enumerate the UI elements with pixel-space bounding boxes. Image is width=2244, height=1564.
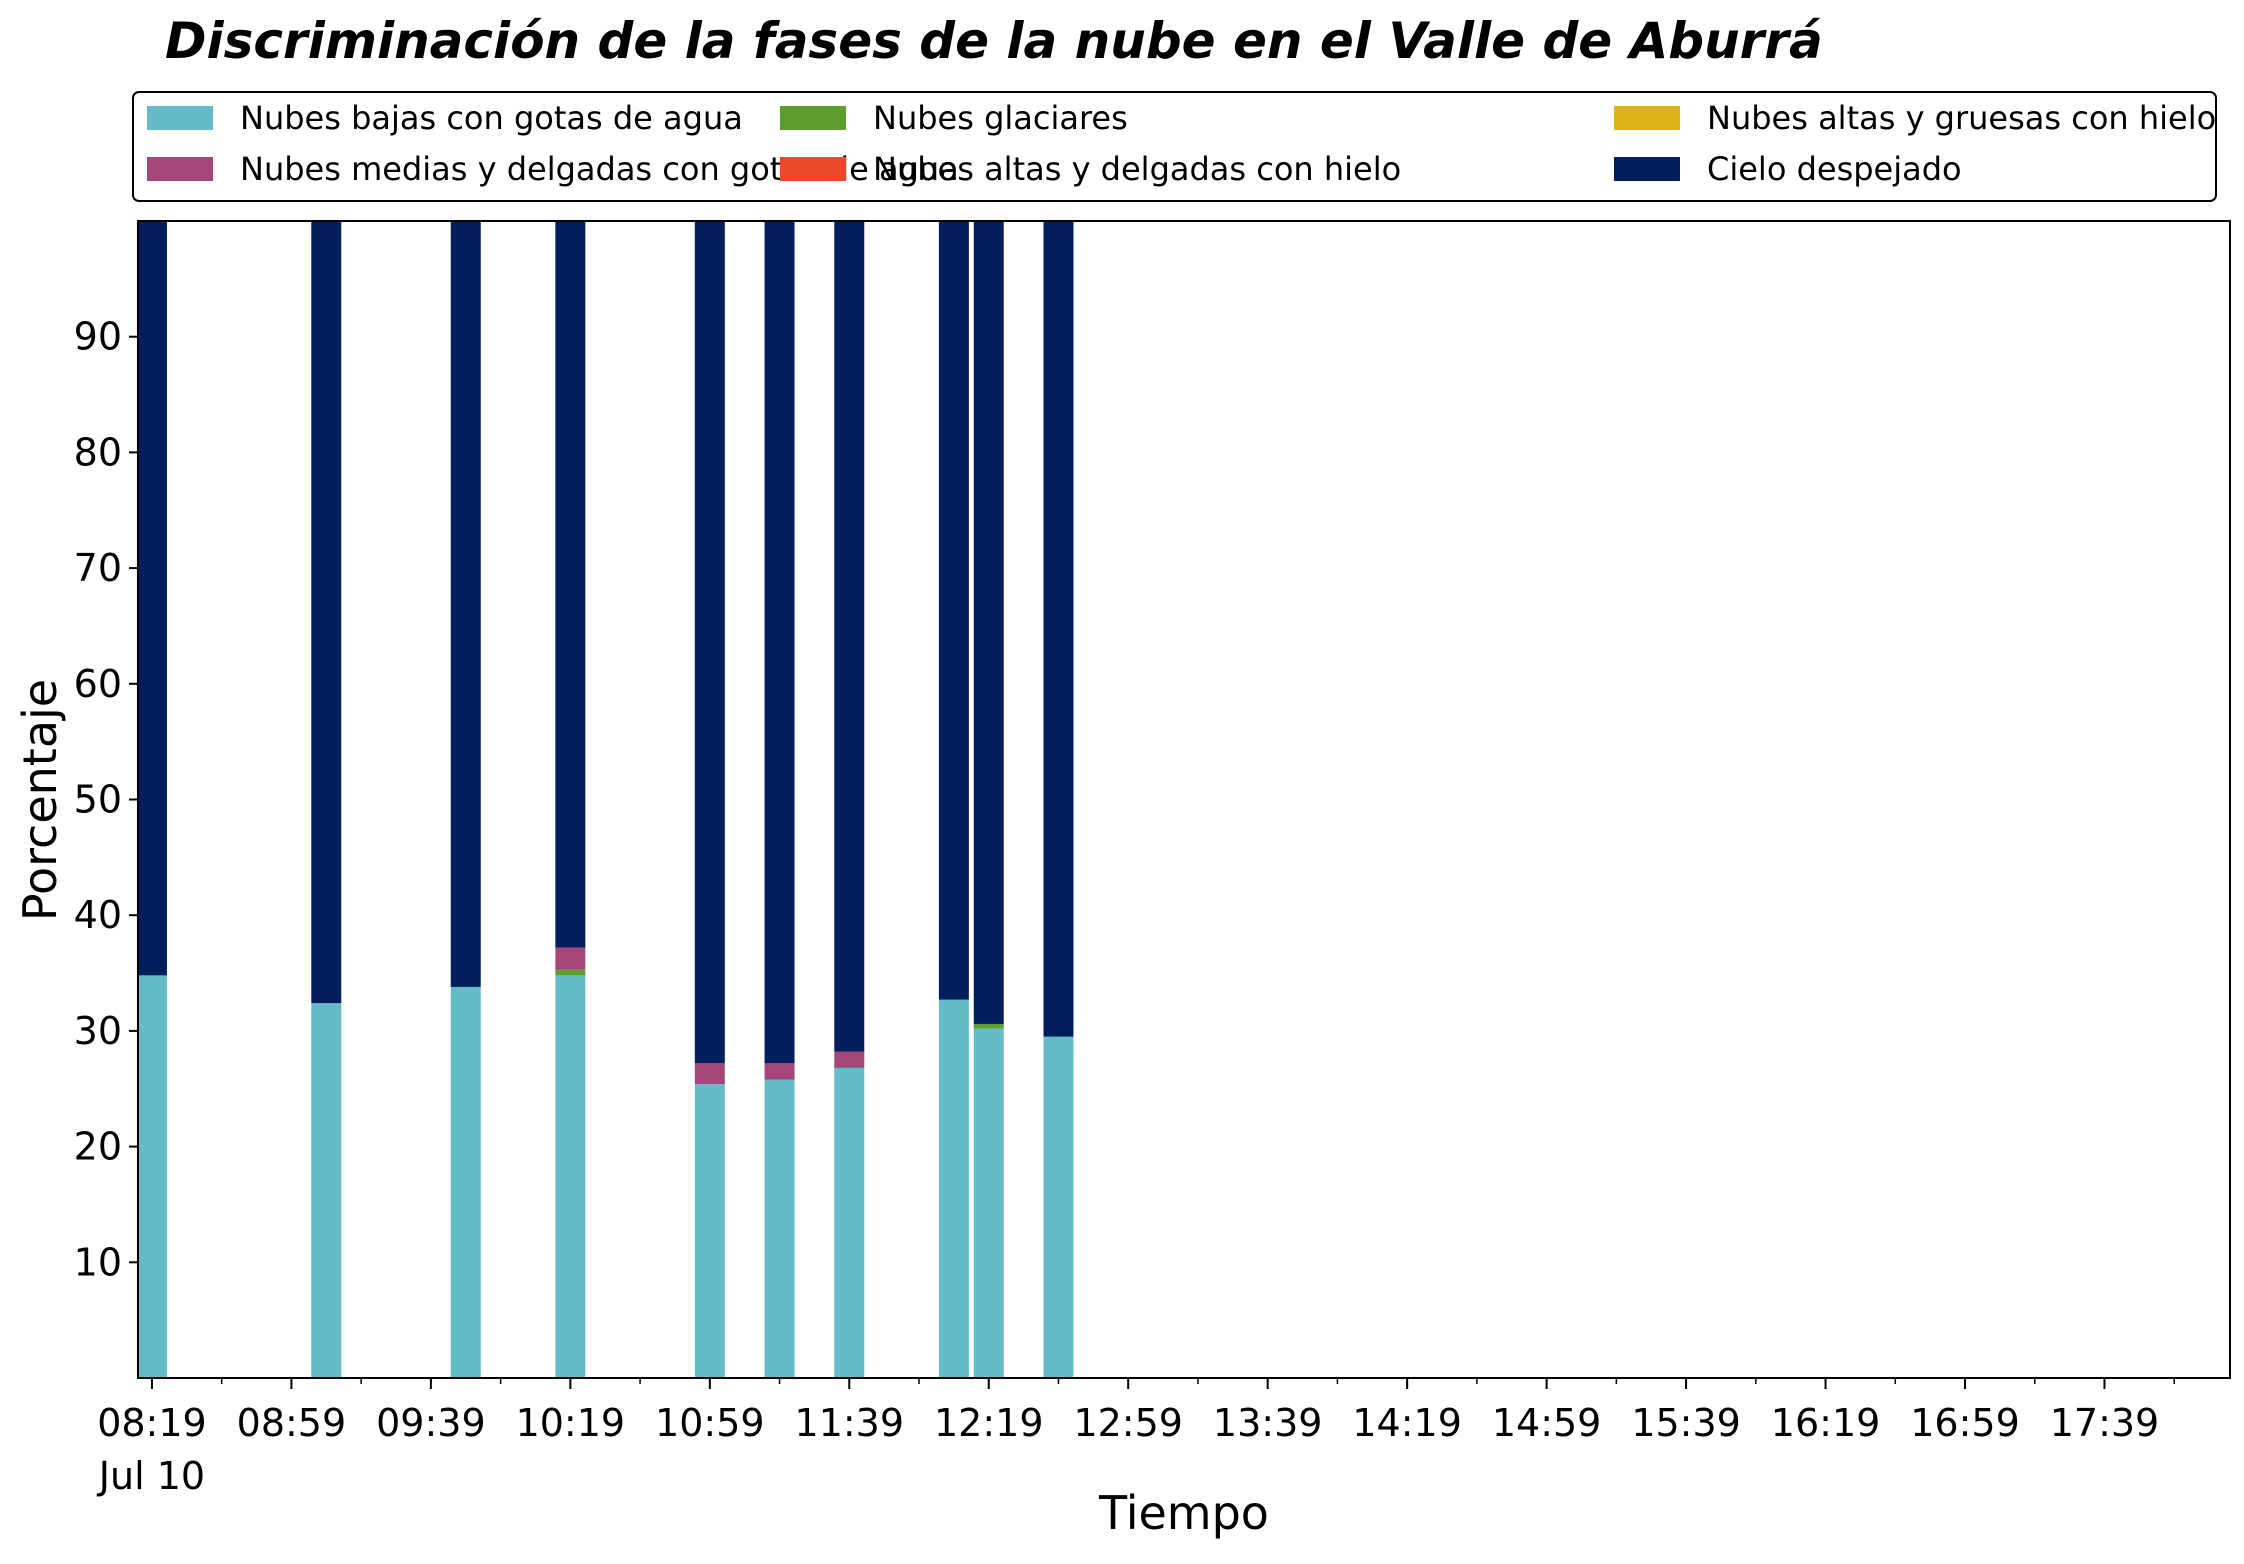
- bar-segment: [694, 221, 725, 1064]
- legend-swatch: [780, 157, 846, 181]
- legend-swatch: [147, 157, 213, 181]
- x-tick-label: 09:39: [376, 1401, 486, 1445]
- chart-title: Discriminación de la fases de la nube en…: [165, 12, 1823, 70]
- bar-segment: [973, 1023, 1004, 1029]
- x-tick-label: 16:19: [1771, 1401, 1881, 1445]
- legend-swatch: [780, 106, 846, 130]
- x-tick-label: 12:59: [1073, 1401, 1183, 1445]
- x-tick-label: 13:39: [1213, 1401, 1323, 1445]
- bar-segment: [1043, 221, 1074, 1037]
- bar-segment: [694, 1084, 725, 1378]
- x-tick-label: 11:39: [795, 1401, 905, 1445]
- bar-segment: [973, 221, 1004, 1024]
- bar-segment: [973, 1028, 1004, 1378]
- x-tick-label: 08:59: [237, 1401, 347, 1445]
- y-tick-label: 90: [74, 315, 122, 359]
- y-tick-label: 50: [74, 778, 122, 822]
- bar-segment: [555, 947, 586, 970]
- legend-label: Nubes medias y delgadas con gotas de agu…: [240, 150, 959, 188]
- bar-segment: [938, 221, 969, 1000]
- x-tick-label: 15:39: [1631, 1401, 1741, 1445]
- bar-segment: [311, 221, 342, 1004]
- x-axis-label: Tiempo: [1098, 1486, 1269, 1540]
- y-axis-label: Porcentaje: [13, 679, 67, 921]
- y-tick-label: 10: [74, 1240, 122, 1284]
- x-tick-label: 17:39: [2050, 1401, 2160, 1445]
- bar-segment: [938, 999, 969, 1378]
- y-tick-label: 60: [74, 662, 122, 706]
- bar-segment: [1043, 1036, 1074, 1378]
- bar-segment: [136, 975, 167, 1378]
- x-tick-label: 14:19: [1352, 1401, 1462, 1445]
- y-tick-label: 80: [74, 430, 122, 474]
- bar-segment: [764, 221, 795, 1064]
- x-tick-label: 16:59: [1910, 1401, 2020, 1445]
- bar-segment: [555, 221, 586, 948]
- x-tick-label: 10:59: [655, 1401, 765, 1445]
- legend-label: Nubes bajas con gotas de agua: [240, 99, 743, 137]
- y-tick-label: 40: [74, 893, 122, 937]
- bar-segment: [834, 1051, 865, 1068]
- bar-segment: [694, 1063, 725, 1085]
- x-tick-label: 10:19: [516, 1401, 626, 1445]
- x-date-label: Jul 10: [97, 1454, 205, 1498]
- legend-swatch: [1614, 106, 1680, 130]
- bar-segment: [834, 1067, 865, 1378]
- x-tick-label: 12:19: [934, 1401, 1044, 1445]
- y-tick-label: 20: [74, 1125, 122, 1169]
- legend-swatch: [147, 106, 213, 130]
- x-tick-label: 14:59: [1492, 1401, 1602, 1445]
- y-axis: 10 20 30 40 50 60 70 80 90: [74, 315, 138, 1284]
- bar-segment: [834, 221, 865, 1052]
- y-tick-label: 70: [74, 546, 122, 590]
- bar-segment: [764, 1079, 795, 1378]
- legend: Nubes bajas con gotas de agua Nubes glaci…: [132, 91, 2217, 202]
- legend-label: Nubes glaciares: [873, 99, 1128, 137]
- bar-segment: [450, 221, 481, 987]
- bar-segment: [450, 986, 481, 1378]
- bar-segment: [311, 1003, 342, 1378]
- bar-segment: [764, 1063, 795, 1080]
- bar-segment: [136, 221, 167, 976]
- legend-label: Nubes altas y gruesas con hielo: [1707, 99, 2216, 137]
- legend-frame: [132, 91, 2217, 202]
- x-axis: 08:19 08:59 09:39 10:19 10:59 11:39 12:19 12:59…: [97, 1378, 2175, 1498]
- bar-segment: [555, 969, 586, 976]
- legend-swatch: [1614, 157, 1680, 181]
- bars: [136, 221, 1074, 1378]
- x-tick-label: 08:19: [97, 1401, 207, 1445]
- y-tick-label: 30: [74, 1009, 122, 1053]
- legend-label: Nubes altas y delgadas con hielo: [873, 150, 1401, 188]
- bar-segment: [555, 975, 586, 1378]
- legend-label: Cielo despejado: [1707, 150, 1962, 188]
